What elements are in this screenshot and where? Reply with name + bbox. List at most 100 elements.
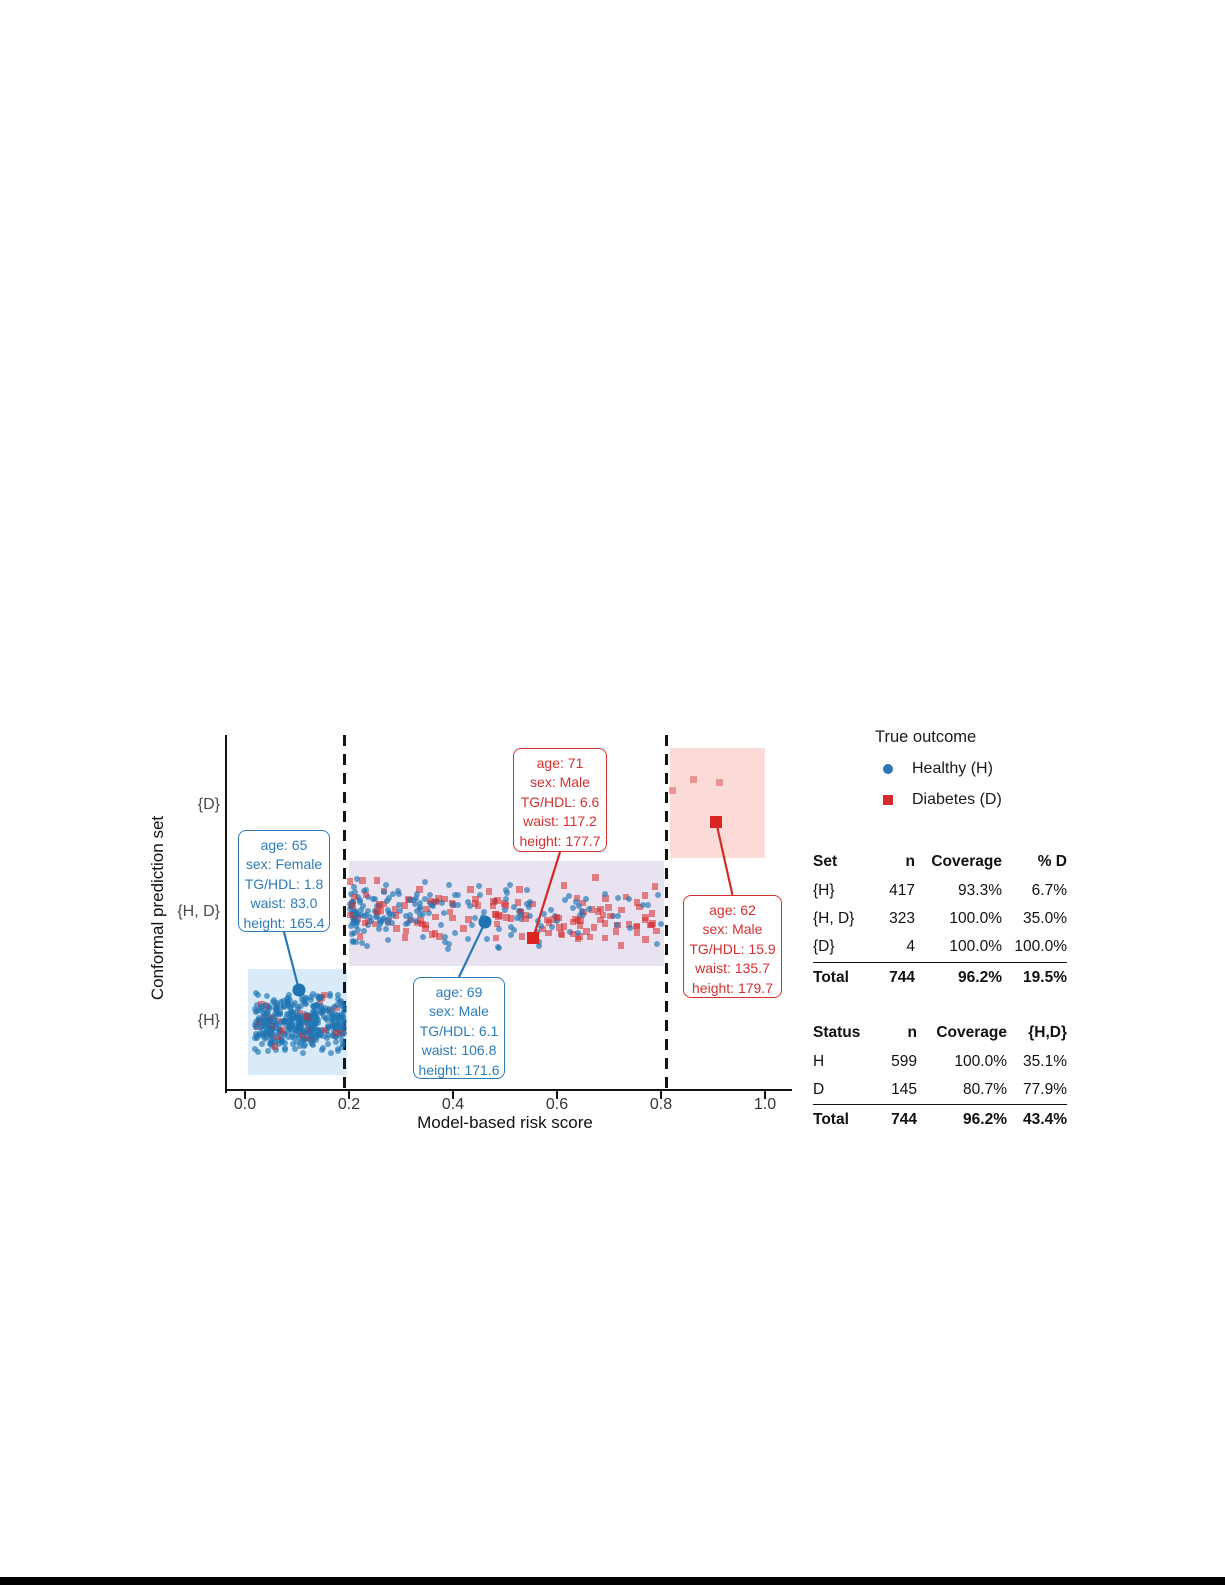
scatter-point — [336, 1015, 343, 1022]
scatter-point — [451, 891, 458, 898]
table-cell: 43.4% — [1007, 1104, 1067, 1136]
scatter-point — [348, 899, 355, 905]
scatter-point — [573, 894, 581, 902]
table-cell: Total — [813, 1104, 875, 1136]
scatter-point — [570, 904, 577, 911]
table-cell: 417 — [889, 881, 915, 899]
scatter-point — [255, 1048, 262, 1055]
scatter-point — [275, 1023, 282, 1030]
annotation-line: sex: Female — [245, 856, 323, 873]
x-tick-mark — [660, 1091, 662, 1099]
scatter-point — [265, 1029, 272, 1036]
scatter-point — [385, 936, 392, 943]
scatter-point — [633, 929, 641, 937]
scatter-point — [259, 1041, 266, 1048]
scatter-point — [291, 1026, 298, 1033]
legend: True outcome Healthy (H) Diabetes (D) — [865, 728, 1002, 809]
scatter-point — [502, 907, 509, 914]
scatter-point — [421, 879, 428, 886]
scatter-point — [301, 1036, 308, 1043]
scatter-point — [319, 1032, 326, 1039]
scatter-point — [601, 934, 609, 942]
table-cell: 4 — [906, 938, 915, 956]
scatter-point — [309, 1036, 316, 1043]
scatter-point — [271, 1039, 278, 1046]
scatter-point — [394, 887, 401, 894]
table-cell: 77.9% — [1023, 1080, 1067, 1098]
annotation-line: sex: Male — [702, 921, 763, 938]
annotation-line: waist: 83.0 — [250, 895, 318, 912]
scatter-point — [466, 902, 473, 909]
scatter-point — [615, 895, 622, 902]
scatter-point — [513, 915, 520, 922]
scatter-point — [327, 992, 334, 999]
scatter-point — [441, 933, 448, 940]
scatter-point — [272, 1005, 279, 1012]
scatter-point — [287, 1014, 294, 1021]
table-header-cell: {H,D} — [1028, 1024, 1067, 1042]
scatter-point — [565, 893, 572, 900]
scatter-point — [421, 895, 428, 902]
annotation-line: height: 165.4 — [243, 914, 325, 931]
x-axis-ticks: 0.0 0.2 0.4 0.6 0.8 1.0 — [227, 735, 790, 1113]
annotation-line: height: 177.7 — [519, 832, 601, 849]
annotation-line: TG/HDL: 15.9 — [689, 940, 776, 957]
scatter-point — [416, 900, 423, 907]
table-cell: 96.2% — [915, 961, 1002, 993]
table-header-cell: Coverage — [931, 853, 1002, 871]
scatter-point — [651, 883, 659, 890]
scatter-point — [423, 905, 430, 913]
scatter-point — [574, 935, 582, 943]
scatter-point — [350, 930, 357, 937]
x-tick-label: 0.0 — [233, 1096, 257, 1113]
scatter-point — [359, 903, 366, 910]
scatter-point — [442, 939, 449, 946]
scatter-point — [472, 895, 479, 903]
scatter-point — [316, 995, 323, 1002]
scatter-point — [359, 940, 366, 947]
scatter-point — [569, 930, 577, 938]
scatter-point — [504, 889, 511, 896]
annotation-line: sex: Male — [530, 774, 590, 791]
scatter-point — [277, 1004, 284, 1011]
table-cell: {H, D} — [813, 909, 855, 927]
table-header-row: Set n Coverage % D — [813, 848, 1067, 876]
legend-title: True outcome — [875, 728, 977, 746]
scatter-point — [303, 1013, 311, 1020]
scatter-point — [494, 897, 501, 904]
scatter-point — [311, 1031, 318, 1038]
scatter-point — [435, 895, 442, 902]
scatter-point — [255, 992, 262, 999]
scatter-point — [590, 924, 598, 931]
scatter-point — [281, 1002, 288, 1009]
scatter-point — [315, 1028, 322, 1035]
scatter-point — [467, 886, 474, 893]
y-axis-spine — [225, 735, 228, 1093]
scatter-point — [445, 881, 452, 888]
scatter-point — [633, 922, 641, 930]
scatter-point — [306, 1027, 313, 1034]
scatter-point — [320, 1007, 327, 1013]
scatter-point — [439, 900, 446, 907]
scatter-point — [308, 1012, 315, 1019]
table-row: {D} 4 100.0% 100.0% — [813, 933, 1067, 962]
scatter-point — [561, 896, 568, 903]
scatter-point — [316, 998, 324, 1006]
scatter-point — [465, 916, 472, 923]
annotation-box-age-62: age: 62 sex: Male TG/HDL: 15.9 waist: 13… — [683, 895, 782, 998]
table-cell: 19.5% — [1002, 961, 1067, 993]
x-tick-mark — [452, 1091, 454, 1099]
scatter-point — [481, 908, 488, 915]
scatter-point — [313, 1011, 320, 1018]
scatter-point — [375, 925, 382, 932]
scatter-point — [613, 921, 620, 928]
annotation-line: age: 69 — [435, 984, 483, 1000]
scatter-point — [446, 940, 453, 947]
scatter-point — [335, 1020, 342, 1027]
scatter-point — [334, 992, 341, 999]
scatter-point — [251, 1022, 258, 1029]
highlight-red-2 — [710, 816, 723, 828]
scatter-point — [275, 1010, 282, 1017]
scatter-point — [510, 927, 517, 934]
scatter-point — [417, 917, 424, 924]
